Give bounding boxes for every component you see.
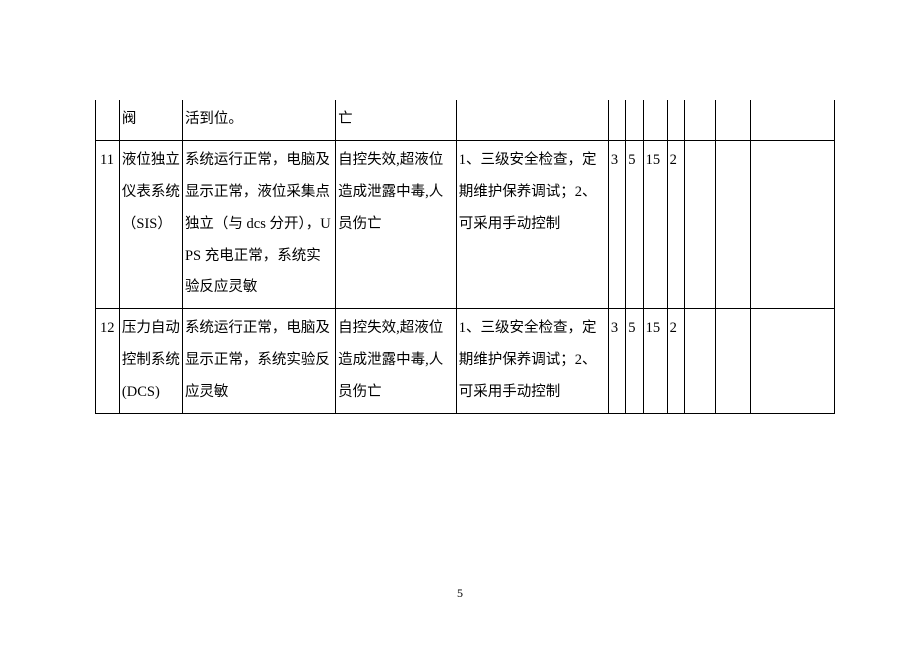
table-cell: 1、三级安全检查，定期维护保养调试；2、可采用手动控制: [456, 140, 608, 308]
table-cell: 3: [608, 309, 625, 414]
table-cell: 自控失效,超液位造成泄露中毒,人员伤亡: [336, 309, 457, 414]
table-cell: [626, 100, 643, 140]
table-cell: 11: [96, 140, 120, 308]
table-cell: 自控失效,超液位造成泄露中毒,人员伤亡: [336, 140, 457, 308]
table-cell: [667, 100, 684, 140]
table-cell: 2: [667, 140, 684, 308]
table-cell: 液位独立仪表系统（SIS）: [119, 140, 182, 308]
table-cell: 2: [667, 309, 684, 414]
table-cell: [716, 140, 751, 308]
table-cell: 系统运行正常，电脑及显示正常，液位采集点独立（与 dcs 分开），UPS 充电正…: [182, 140, 335, 308]
table-cell: 压力自动控制系统 (DCS): [119, 309, 182, 414]
table-cell: [643, 100, 667, 140]
table-cell: [608, 100, 625, 140]
table-row: 阀活到位。亡: [96, 100, 835, 140]
table-row: 11液位独立仪表系统（SIS）系统运行正常，电脑及显示正常，液位采集点独立（与 …: [96, 140, 835, 308]
table-cell: [684, 140, 716, 308]
page-number: 5: [0, 586, 920, 601]
table-cell: 系统运行正常，电脑及显示正常，系统实验反应灵敏: [182, 309, 335, 414]
table-cell: 阀: [119, 100, 182, 140]
table-cell: [751, 140, 835, 308]
table-cell: [716, 309, 751, 414]
table-cell: 1、三级安全检查，定期维护保养调试；2、可采用手动控制: [456, 309, 608, 414]
table-cell: 12: [96, 309, 120, 414]
table-cell: [684, 100, 716, 140]
table-cell: [716, 100, 751, 140]
table-cell: [684, 309, 716, 414]
table-cell: [456, 100, 608, 140]
table-cell: 亡: [336, 100, 457, 140]
table-cell: 5: [626, 140, 643, 308]
table-cell: 15: [643, 140, 667, 308]
table-cell: 5: [626, 309, 643, 414]
table-cell: 15: [643, 309, 667, 414]
table-cell: [751, 100, 835, 140]
table-cell: 活到位。: [182, 100, 335, 140]
table-row: 12压力自动控制系统 (DCS)系统运行正常，电脑及显示正常，系统实验反应灵敏自…: [96, 309, 835, 414]
table-cell: [96, 100, 120, 140]
table-body: 阀活到位。亡11液位独立仪表系统（SIS）系统运行正常，电脑及显示正常，液位采集…: [96, 100, 835, 414]
table-cell: 3: [608, 140, 625, 308]
table-cell: [751, 309, 835, 414]
risk-assessment-table: 阀活到位。亡11液位独立仪表系统（SIS）系统运行正常，电脑及显示正常，液位采集…: [95, 100, 835, 414]
